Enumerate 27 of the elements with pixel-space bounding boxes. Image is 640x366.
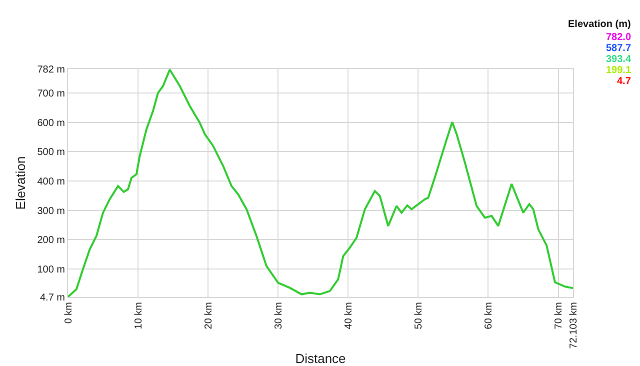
x-tick-label: 0 km xyxy=(63,302,74,324)
text: 199.1 xyxy=(606,65,632,76)
x-tick-label: 20 km xyxy=(203,302,214,330)
y-tick-label: 100 m xyxy=(37,264,65,276)
x-axis-title: Distance xyxy=(295,351,346,366)
y-axis-title: Elevation xyxy=(13,156,28,210)
x-tick-label: 70 km xyxy=(554,302,565,330)
x-tick-label: 30 km xyxy=(273,302,284,330)
text: 587.7 xyxy=(606,43,632,54)
text: 4.7 xyxy=(617,76,632,87)
y-tick-label: 200 m xyxy=(37,235,65,246)
line-series xyxy=(68,69,573,297)
x-tick-label: 40 km xyxy=(343,302,354,330)
y-tick-label: 4.7 m xyxy=(40,292,65,304)
text: 393.4 xyxy=(606,54,632,65)
x-tick-label: 60 km xyxy=(483,302,494,330)
y-tick-label: 700 m xyxy=(37,88,65,100)
x-tick-label: 10 km xyxy=(133,302,144,330)
x-tick-label: 72.103 km xyxy=(568,302,580,349)
x-tick-label: 50 km xyxy=(413,302,424,330)
text: 782.0 xyxy=(606,32,632,43)
y-tick-label: 600 m xyxy=(37,118,65,129)
y-tick-label: 500 m xyxy=(37,147,65,158)
y-tick-label: 782 m xyxy=(37,64,65,76)
y-tick-label: 300 m xyxy=(37,206,65,217)
text: Elevation (m) xyxy=(568,19,631,30)
y-tick-label: 400 m xyxy=(37,176,65,188)
